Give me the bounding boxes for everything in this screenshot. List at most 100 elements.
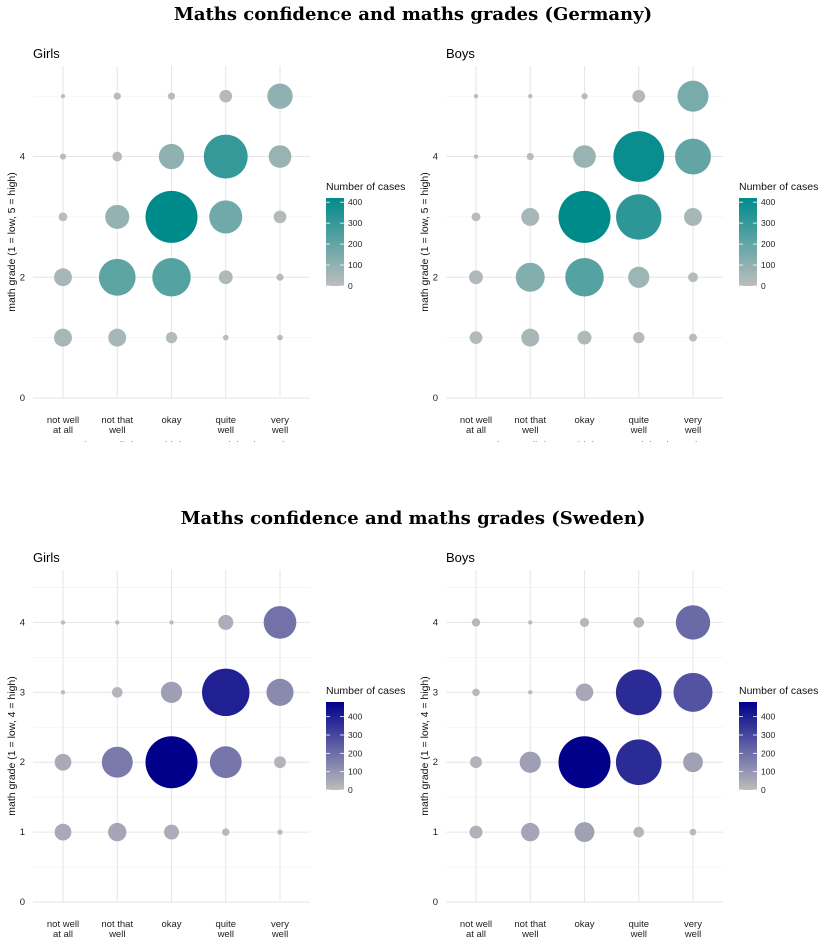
- legend: Number of cases 0 100 200 300 400: [739, 181, 818, 291]
- legend-tick-label: 100: [348, 767, 362, 777]
- panel-title: Boys: [446, 46, 475, 61]
- legend-tick-label: 300: [348, 730, 362, 740]
- bubble-quite-well-grade-5: [219, 89, 233, 103]
- bubble-not-well-at-all-grade-3: [472, 688, 480, 697]
- bubble-quite-well-grade-2: [628, 266, 650, 288]
- y-tick-label: 2: [20, 272, 25, 283]
- bubble-not-that-well-grade-4: [112, 151, 123, 162]
- legend-tick-label: 0: [761, 785, 766, 795]
- y-axis-title: math grade (1 = low, 5 = high): [6, 172, 18, 312]
- x-tick-label-not-that-well: not that well: [101, 415, 133, 436]
- legend-tick-label: 400: [761, 712, 775, 722]
- legend-colorbar: [326, 702, 344, 790]
- bubble-very-well-grade-4: [263, 606, 297, 639]
- y-tick-label: 0: [433, 393, 438, 404]
- legend-colorbar: [326, 198, 344, 286]
- bubble-quite-well-grade-1: [633, 826, 645, 838]
- y-tick-label: 4: [20, 617, 25, 628]
- panel-title: Boys: [446, 550, 475, 565]
- x-axis-title: how well do you think you are doing in m…: [497, 440, 712, 442]
- bubble-not-well-at-all-grade-3: [60, 690, 66, 695]
- legend: Number of cases 0 100 200 300 400: [326, 685, 405, 795]
- bubble-not-that-well-grade-1: [108, 822, 127, 842]
- bubble-very-well-grade-2: [274, 756, 286, 769]
- bubble-not-that-well-grade-2: [515, 262, 545, 292]
- germany-boys-panel: Boys 0 2 4 not well at all not that well okay qui…: [419, 46, 818, 442]
- bubble-not-well-at-all-grade-1: [54, 823, 72, 841]
- bubble-not-that-well-grade-3: [105, 204, 130, 229]
- bubble-very-well-grade-1: [277, 334, 283, 341]
- bubble-not-well-at-all-grade-5: [60, 93, 66, 99]
- bubble-okay-grade-1: [163, 824, 180, 840]
- x-tick-label-very-well: very well: [271, 415, 289, 436]
- x-tick-label-quite-well: quite well: [628, 919, 649, 939]
- sweden-girls-panel: Girls 0 1 2 3 4 not well at all not that well okay…: [6, 550, 405, 939]
- x-tick-label-quite-well: quite well: [215, 919, 236, 939]
- bubble-not-well-at-all-grade-2: [54, 268, 72, 287]
- bubble-very-well-grade-2: [688, 272, 698, 283]
- bubble-quite-well-grade-4: [218, 614, 234, 630]
- legend-tick-label: 200: [761, 239, 775, 249]
- bubble-quite-well-grade-1: [222, 334, 229, 341]
- legend-tick-label: 200: [348, 748, 362, 758]
- legend-tick-label: 300: [761, 730, 775, 740]
- bubble-quite-well-grade-1: [633, 331, 645, 344]
- y-tick-label: 3: [20, 687, 25, 698]
- legend-tick-label: 400: [761, 197, 775, 207]
- y-tick-label: 0: [20, 393, 25, 404]
- bubble-not-that-well-grade-4: [526, 152, 534, 161]
- bubble-not-that-well-grade-2: [519, 751, 541, 773]
- y-tick-label: 1: [433, 827, 438, 838]
- legend-tick-label: 0: [348, 281, 353, 291]
- legend-title: Number of cases: [739, 685, 818, 697]
- bubble-not-well-at-all-grade-1: [54, 328, 72, 347]
- legend-title: Number of cases: [739, 181, 818, 193]
- x-tick-label-okay: okay: [574, 415, 594, 426]
- y-tick-label: 2: [20, 757, 25, 768]
- legend-tick-label: 0: [348, 785, 353, 795]
- y-tick-label: 0: [20, 897, 25, 908]
- bubble-not-well-at-all-grade-1: [469, 331, 483, 344]
- y-tick-label: 2: [433, 757, 438, 768]
- bubble-very-well-grade-2: [683, 752, 703, 773]
- bubble-quite-well-grade-4: [613, 131, 665, 182]
- panel-title: Girls: [33, 550, 60, 565]
- bubble-very-well-grade-3: [673, 672, 713, 712]
- bubble-quite-well-grade-2: [209, 746, 242, 779]
- bubble-quite-well-grade-5: [632, 89, 646, 103]
- bubble-quite-well-grade-3: [615, 669, 662, 716]
- legend-tick-label: 200: [761, 748, 775, 758]
- bubble-okay-grade-4: [169, 620, 174, 625]
- x-tick-label-okay: okay: [161, 415, 181, 426]
- bubble-quite-well-grade-3: [616, 194, 662, 240]
- legend-colorbar: [739, 198, 757, 286]
- bubble-okay-grade-3: [145, 190, 198, 243]
- y-tick-label: 1: [20, 827, 25, 838]
- bubble-okay-grade-5: [167, 92, 176, 100]
- bubble-very-well-grade-2: [276, 273, 284, 281]
- x-tick-label-not-well-at-all: not well at all: [47, 415, 79, 436]
- bubble-not-that-well-grade-3: [111, 687, 123, 698]
- legend-tick-label: 400: [348, 197, 362, 207]
- bubble-very-well-grade-4: [675, 138, 711, 175]
- germany-girls-panel: Girls 0 2 4 not well at all not that well okay qu…: [6, 46, 405, 442]
- bubble-not-well-at-all-grade-4: [471, 618, 481, 627]
- bubble-very-well-grade-5: [677, 80, 709, 112]
- bubble-okay-grade-2: [565, 258, 604, 297]
- x-tick-label-not-that-well: not that well: [514, 919, 546, 939]
- legend-tick-label: 400: [348, 712, 362, 722]
- x-tick-label-not-well-at-all: not well at all: [460, 919, 492, 939]
- y-tick-label: 0: [433, 897, 438, 908]
- bubbles: [54, 606, 297, 842]
- bubble-quite-well-grade-1: [221, 828, 230, 836]
- legend-tick-label: 200: [348, 239, 362, 249]
- bubble-okay-grade-3: [575, 683, 594, 702]
- bubble-very-well-grade-1: [688, 333, 698, 342]
- bubble-quite-well-grade-3: [202, 668, 250, 717]
- legend-title: Number of cases: [326, 685, 405, 697]
- bubbles: [469, 605, 713, 843]
- bubble-very-well-grade-3: [266, 678, 294, 706]
- bubble-not-that-well-grade-2: [98, 258, 136, 296]
- y-tick-label: 3: [433, 687, 438, 698]
- legend: Number of cases 0 100 200 300 400: [326, 181, 405, 291]
